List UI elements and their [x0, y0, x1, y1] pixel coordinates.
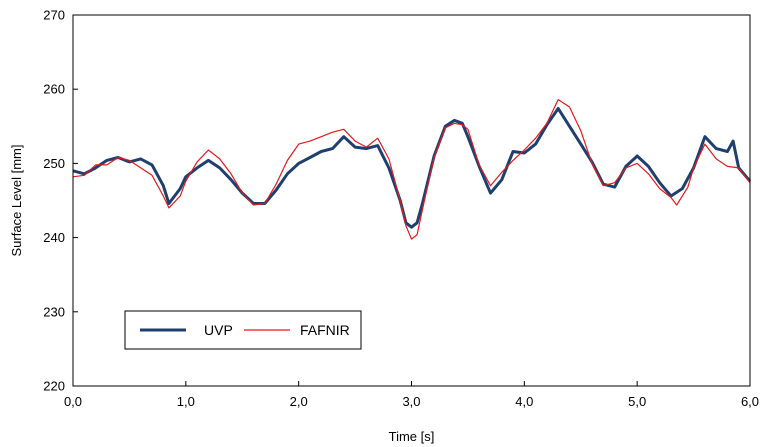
x-axis-label: Time [s]	[389, 429, 435, 444]
series-line-fafnir	[72, 98, 751, 240]
legend-label-fafnir: FAFNIR	[300, 322, 350, 338]
tick-labels: 0,0 1,0 2,0 3,0 4,0 5,0 6,0 220 230 240 250 260 270	[43, 8, 759, 410]
x-tick-label: 4,0	[515, 394, 533, 409]
x-tick-label: 0,0	[64, 394, 82, 409]
y-tick-label: 230	[43, 304, 65, 319]
series-line-uvp	[72, 107, 752, 229]
y-tick-label: 220	[43, 379, 65, 394]
x-tick-label: 5,0	[628, 394, 646, 409]
x-tick-label: 2,0	[290, 394, 308, 409]
series-lines	[72, 98, 752, 240]
x-tick-label: 3,0	[402, 394, 420, 409]
y-axis-label: Surface Level [mm]	[9, 145, 24, 257]
y-tick-label: 250	[43, 156, 65, 171]
legend-label-uvp: UVP	[204, 322, 233, 338]
x-tick-label: 6,0	[741, 394, 759, 409]
y-tick-label: 240	[43, 230, 65, 245]
x-tick-label: 1,0	[177, 394, 195, 409]
y-tick-label: 270	[43, 8, 65, 23]
plot-area-frame	[72, 14, 751, 387]
y-tick-label: 260	[43, 82, 65, 97]
legend: UVP FAFNIR	[124, 310, 362, 350]
